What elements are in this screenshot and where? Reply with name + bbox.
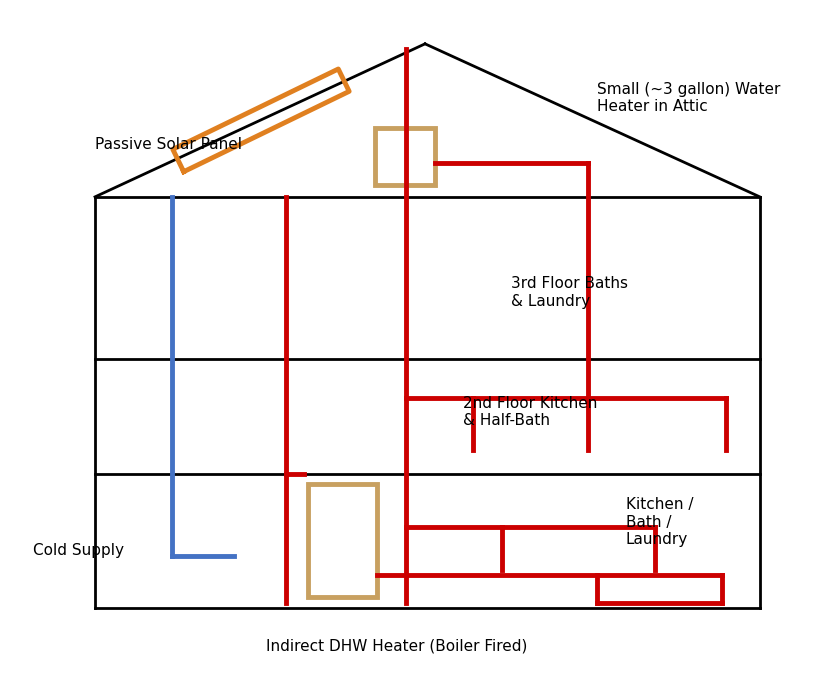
Bar	[375, 128, 434, 185]
Text: 3rd Floor Baths
& Laundry: 3rd Floor Baths & Laundry	[510, 276, 627, 309]
Text: Passive Solar Panel: Passive Solar Panel	[95, 136, 242, 152]
Bar	[308, 484, 377, 596]
Text: Kitchen /
Bath /
Laundry: Kitchen / Bath / Laundry	[625, 497, 693, 547]
Text: Small (~3 gallon) Water
Heater in Attic: Small (~3 gallon) Water Heater in Attic	[596, 82, 780, 114]
Text: Cold Supply: Cold Supply	[33, 544, 124, 558]
Text: 2nd Floor Kitchen
& Half-Bath: 2nd Floor Kitchen & Half-Bath	[463, 396, 597, 428]
Text: Indirect DHW Heater (Boiler Fired): Indirect DHW Heater (Boiler Fired)	[265, 639, 527, 654]
